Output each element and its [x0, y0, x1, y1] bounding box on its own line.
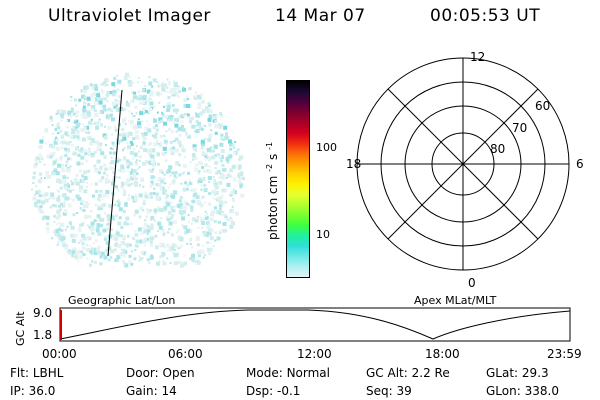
xtick-0600: 06:00	[168, 347, 203, 361]
status-flt: Flt: LBHL	[10, 366, 64, 380]
status-seq: Seq: 39	[366, 384, 412, 398]
mlt-label-18: 18	[346, 157, 361, 171]
timeline-ylabel: GC Alt	[14, 311, 27, 346]
lat-label-70: 70	[512, 121, 527, 135]
lat-label-80: 80	[490, 142, 505, 156]
timeline-left-title: Geographic Lat/Lon	[68, 294, 176, 307]
status-gain: Gain: 14	[126, 384, 177, 398]
status-door: Door: Open	[126, 366, 195, 380]
status-glat: GLat: 29.3	[486, 366, 549, 380]
altitude-timeline	[59, 307, 571, 342]
colorbar-tick-10: 10	[316, 228, 330, 241]
altitude-curve	[59, 309, 571, 340]
time-label: 00:05:53 UT	[430, 6, 541, 26]
timeline-right-title: Apex MLat/MLT	[414, 294, 497, 307]
xtick-0000: 00:00	[42, 347, 77, 361]
colorbar-label: photon cm -2 s -1	[262, 142, 280, 240]
polar-plot: 12 0 18 6 60 70 80	[346, 50, 584, 290]
status-mode: Mode: Normal	[246, 366, 330, 380]
mlt-label-0: 0	[468, 276, 476, 290]
xtick-2359: 23:59	[547, 347, 582, 361]
xtick-1200: 12:00	[297, 347, 332, 361]
mlt-label-12: 12	[470, 50, 485, 64]
status-gc-alt: GC Alt: 2.2 Re	[366, 366, 450, 380]
svg-text:GC Alt: GC Alt	[14, 311, 27, 346]
svg-text:photon cm -2 s -1: photon cm -2 s -1	[262, 142, 280, 240]
colorbar	[286, 80, 310, 278]
xtick-1800: 18:00	[425, 347, 460, 361]
lat-label-60: 60	[535, 99, 550, 113]
orbit-track-line	[107, 89, 123, 257]
ytick-1-8: 1.8	[33, 328, 53, 342]
status-dsp: Dsp: -0.1	[246, 384, 301, 398]
instrument-title: Ultraviolet Imager	[48, 6, 211, 26]
status-glon: GLon: 338.0	[486, 384, 559, 398]
ytick-9: 9.0	[33, 306, 53, 320]
status-ip: IP: 36.0	[10, 384, 56, 398]
uv-image	[31, 72, 245, 268]
meridian-diag-2	[387, 88, 539, 240]
mlt-label-6: 6	[576, 157, 584, 171]
auroral-speckles	[31, 72, 245, 268]
colorbar-tick-100: 100	[316, 141, 337, 154]
date-label: 14 Mar 07	[275, 6, 366, 26]
